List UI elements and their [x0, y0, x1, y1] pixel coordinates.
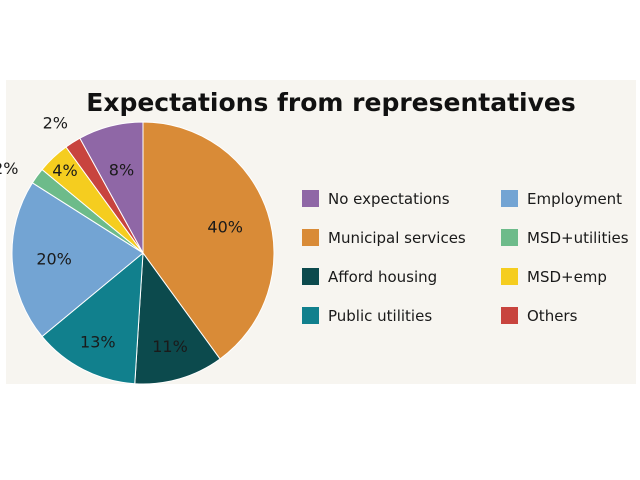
slice-label-msd-emp: 4%: [52, 161, 77, 180]
legend-item-others: Others: [501, 307, 578, 325]
legend-swatch: [302, 229, 319, 246]
legend-label: MSD+utilities: [527, 229, 629, 247]
legend-label: Municipal services: [328, 229, 466, 247]
pie-slice-no-expectations: [79, 121, 144, 254]
slice-label-public-utilities: 13%: [80, 333, 116, 352]
legend-item-msd-utilities: MSD+utilities: [501, 229, 629, 247]
legend-swatch: [302, 190, 319, 207]
legend-label: Afford housing: [328, 268, 437, 286]
legend-item-afford-housing: Afford housing: [302, 268, 437, 286]
legend-swatch: [501, 307, 518, 324]
legend-swatch: [501, 229, 518, 246]
pie-slices: [11, 121, 275, 385]
slice-label-msd-utilities: 2%: [0, 159, 18, 178]
legend-swatch: [302, 307, 319, 324]
legend-label: No expectations: [328, 190, 450, 208]
legend-label: Employment: [527, 190, 622, 208]
slice-label-afford-housing: 11%: [152, 337, 188, 356]
slice-label-employment: 20%: [36, 250, 72, 269]
legend-swatch: [501, 190, 518, 207]
legend-label: Others: [527, 307, 578, 325]
legend-label: MSD+emp: [527, 268, 607, 286]
legend-item-no-expectations: No expectations: [302, 190, 450, 208]
pie-slice-public-utilities: [41, 251, 144, 385]
slice-label-no-expectations: 8%: [109, 160, 134, 179]
slice-labels: 40% 11% 13% 20% 2% 4% 2% 8%: [0, 114, 243, 357]
legend-item-employment: Employment: [501, 190, 622, 208]
legend-item-msd-emp: MSD+emp: [501, 268, 607, 286]
slice-label-municipal-services: 40%: [207, 217, 243, 236]
slice-label-others: 2%: [43, 114, 68, 133]
legend-item-public-utilities: Public utilities: [302, 307, 432, 325]
pie-slice-employment: [11, 182, 144, 338]
pie-slice-afford-housing: [134, 251, 221, 385]
legend-swatch: [302, 268, 319, 285]
pie-slice-municipal-services: [142, 121, 275, 360]
legend-label: Public utilities: [328, 307, 432, 325]
legend: No expectations Employment Municipal servi…: [302, 190, 629, 325]
legend-item-municipal-services: Municipal services: [302, 229, 466, 247]
legend-swatch: [501, 268, 518, 285]
chart-title: Expectations from representatives: [86, 88, 575, 117]
